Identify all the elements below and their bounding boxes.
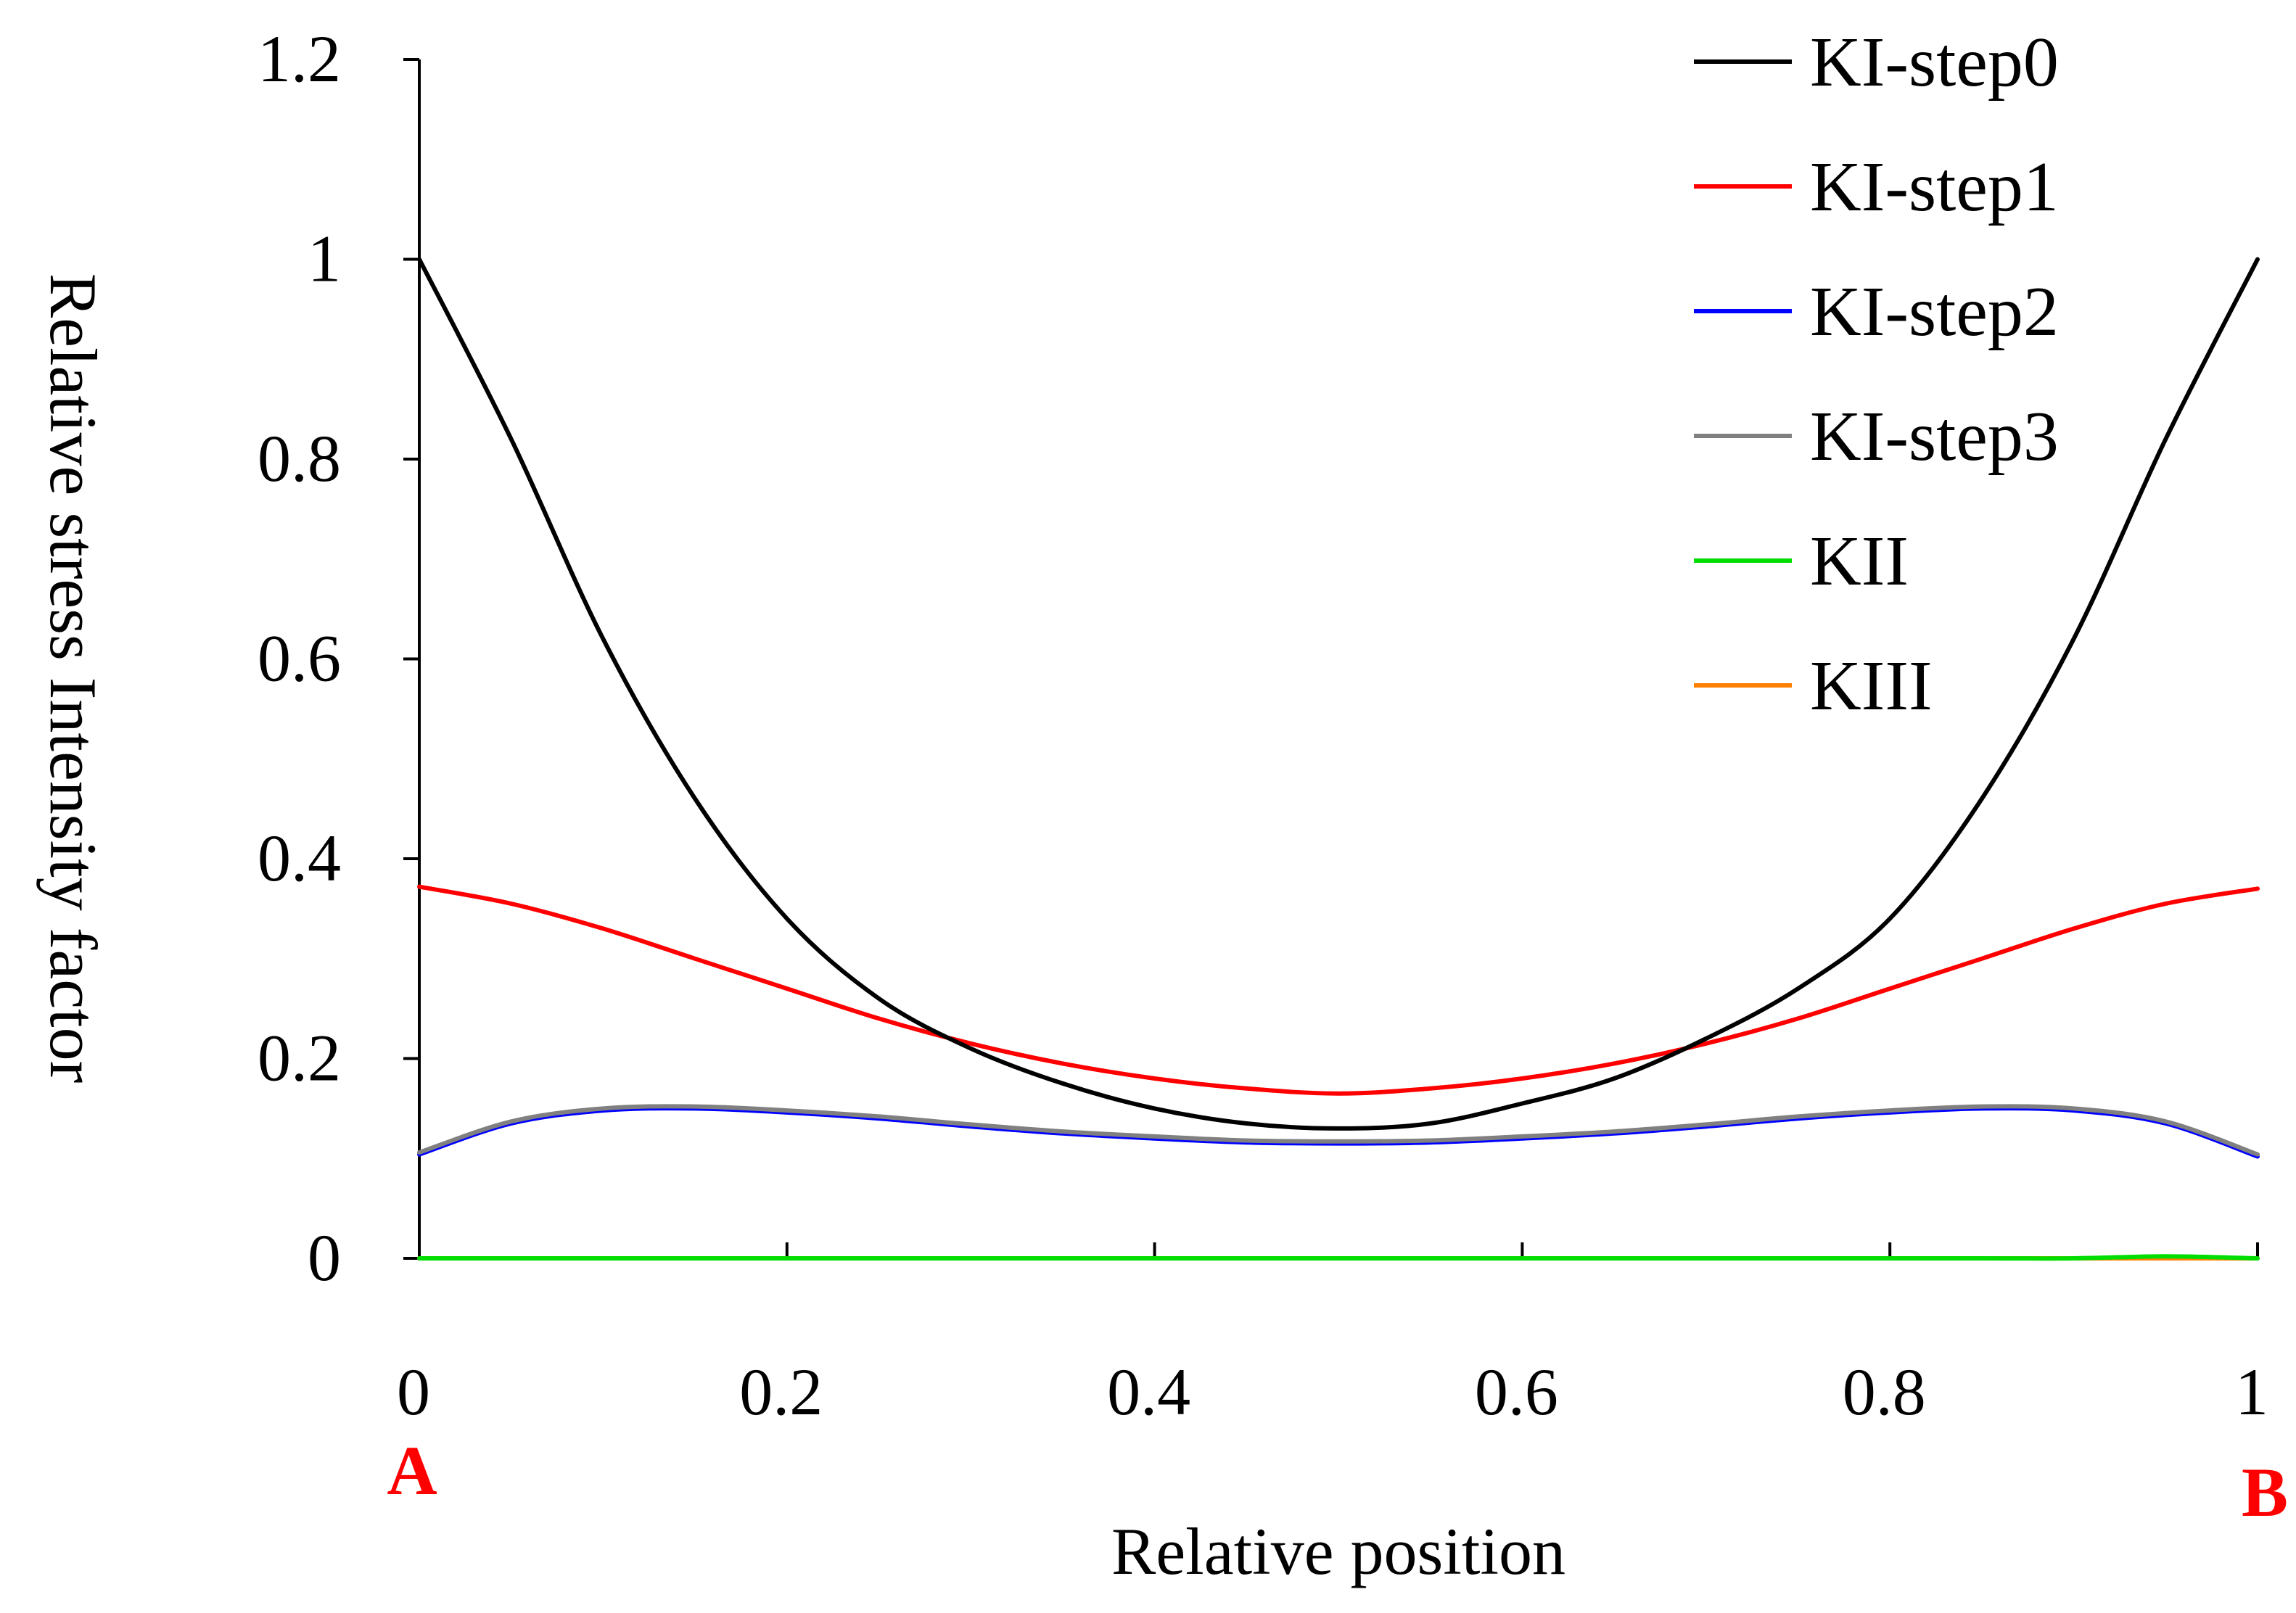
series-line-ki-step3 — [417, 1104, 2260, 1157]
x-tick-label: 0.4 — [1107, 1355, 1190, 1429]
y-ticks: 0 0.2 0.4 0.6 0.8 1 1.2 — [258, 22, 419, 1295]
x-tick-label: 0.8 — [1843, 1355, 1926, 1429]
x-tick-label: 1 — [2235, 1355, 2268, 1429]
x-ticks: 0 0.2 0.4 0.6 0.8 1 — [397, 1242, 2268, 1429]
legend-label: KIII — [1810, 647, 1933, 725]
endpoint-label-a: A — [387, 1432, 437, 1509]
legend-label: KI-step2 — [1810, 273, 2059, 351]
y-tick-label: 0 — [308, 1221, 341, 1295]
legend-label: KI-step3 — [1810, 397, 2059, 476]
legend: KI-step0 KI-step1 KI-step2 KI-step3 KII KIII — [1694, 23, 2059, 725]
y-tick-label: 1 — [308, 222, 341, 296]
endpoint-label-b: B — [2242, 1453, 2288, 1531]
y-axis-title: Relative stress Intensity factor — [36, 273, 110, 1083]
x-tick-label: 0.2 — [739, 1355, 823, 1429]
y-tick-label: 0.6 — [258, 622, 341, 696]
legend-label: KI-step0 — [1810, 23, 2059, 102]
series-line-ki-step2 — [417, 1106, 2260, 1159]
y-tick-label: 0.4 — [258, 821, 341, 895]
y-tick-label: 0.2 — [258, 1021, 341, 1095]
y-tick-label: 0.8 — [258, 421, 341, 495]
axes — [418, 59, 2258, 1260]
y-tick-label: 1.2 — [258, 22, 341, 96]
legend-label: KI-step1 — [1810, 148, 2059, 226]
x-tick-label: 0.6 — [1475, 1355, 1558, 1429]
legend-label: KII — [1810, 522, 1909, 601]
series-line-ki-step0 — [417, 257, 2260, 1131]
x-axis-title: Relative position — [1111, 1514, 1565, 1588]
x-tick-label: 0 — [397, 1355, 430, 1429]
series-line-ki-step1 — [417, 884, 2260, 1096]
series-layer — [417, 257, 2260, 1261]
series-line-kii — [417, 1254, 2260, 1261]
